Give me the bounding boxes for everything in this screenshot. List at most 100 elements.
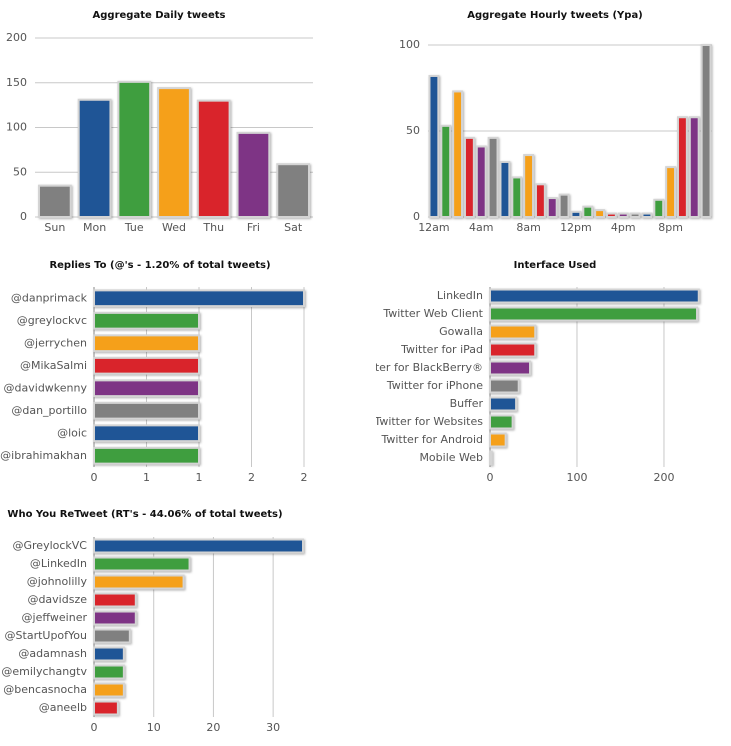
x-tick-label: 4pm [611, 221, 636, 234]
x-tick-label: 0 [91, 721, 98, 734]
bar [93, 356, 200, 375]
bar [676, 116, 688, 218]
bar [93, 424, 200, 443]
y-tick-label: 100 [399, 38, 420, 51]
x-tick-label: 12pm [560, 221, 592, 234]
y-tick-label: Gowalla [439, 325, 483, 338]
x-tick-label: Sun [44, 221, 65, 234]
bar [534, 183, 546, 219]
bar [93, 289, 305, 308]
bar [463, 136, 475, 219]
x-tick-label: Sat [284, 221, 303, 234]
x-tick-label: Thu [202, 221, 224, 234]
bar [489, 360, 532, 376]
y-tick-label: @GreylockVC [13, 539, 88, 552]
bar [475, 145, 487, 218]
bar [489, 414, 514, 430]
x-tick-label: Wed [162, 221, 186, 234]
bar [489, 324, 537, 340]
bar [489, 450, 493, 466]
y-tick-label: 50 [406, 124, 420, 137]
bar [93, 556, 191, 572]
y-tick-label: @davidwkenny [4, 381, 88, 394]
chart-title: Interface Used [514, 260, 597, 271]
x-tick-label: 8am [516, 221, 540, 234]
y-tick-label: 100 [6, 121, 27, 134]
bar [653, 198, 665, 219]
bar [499, 160, 511, 219]
bar [688, 116, 700, 218]
bar [93, 538, 304, 554]
y-tick-label: @danprimack [11, 291, 88, 304]
chart-title: Aggregate Hourly tweets (Ypa) [467, 10, 643, 21]
bar [489, 432, 507, 448]
x-tick-label: 1 [143, 471, 150, 484]
x-tick-label: Fri [247, 221, 260, 234]
y-tick-label: @greylockvc [17, 314, 87, 327]
y-tick-label: Twitter for Android [380, 433, 483, 446]
y-tick-label: 50 [13, 165, 27, 178]
bar [196, 99, 231, 218]
y-tick-label: @emilychangtv [1, 665, 87, 678]
y-tick-label: Twitter for iPad [400, 343, 483, 356]
y-tick-label: @ibrahimakhan [0, 449, 87, 462]
bar [700, 44, 712, 218]
bar [489, 306, 699, 322]
bar [489, 378, 520, 394]
y-tick-label: Twitter for BlackBerry® [353, 361, 483, 374]
x-tick-label: 100 [566, 471, 587, 484]
y-tick-label: @davidsze [27, 593, 87, 606]
bar [546, 197, 558, 219]
bar [93, 401, 200, 420]
y-tick-label: LinkedIn [437, 289, 483, 302]
x-tick-label: 12am [418, 221, 449, 234]
bar [157, 87, 191, 219]
x-tick-label: 200 [653, 471, 674, 484]
y-tick-label: 0 [20, 210, 27, 223]
bar [487, 136, 499, 219]
bar [93, 664, 125, 680]
x-tick-label: Mon [83, 221, 106, 234]
y-tick-label: @loic [57, 426, 87, 439]
bar [93, 446, 200, 465]
x-tick-label: Tue [124, 221, 144, 234]
bar [605, 212, 617, 218]
bar [558, 193, 570, 218]
x-tick-label: 1 [196, 471, 203, 484]
x-tick-label: 4am [469, 221, 493, 234]
y-tick-label: 200 [6, 31, 27, 44]
y-tick-label: Mobile Web [419, 451, 483, 464]
y-tick-label: @MikaSalmi [20, 359, 87, 372]
bar [93, 334, 200, 353]
bar [489, 342, 537, 358]
x-tick-label: 20 [206, 721, 220, 734]
bar [117, 80, 152, 219]
chart-title: Aggregate Daily tweets [93, 10, 226, 21]
x-tick-label: 0 [91, 471, 98, 484]
bar [93, 311, 200, 330]
y-tick-label: @adamnash [18, 647, 87, 660]
y-tick-label: @aneelb [39, 701, 87, 714]
bar [93, 646, 125, 662]
bar [665, 166, 677, 218]
bar [77, 98, 112, 218]
bar [93, 592, 137, 608]
x-tick-label: 2 [301, 471, 308, 484]
y-tick-label: @LinkedIn [30, 557, 87, 570]
bar [37, 184, 72, 219]
bar [440, 124, 452, 218]
y-tick-label: 150 [6, 76, 27, 89]
bar [93, 700, 119, 716]
x-tick-label: 10 [147, 721, 161, 734]
bar [523, 154, 535, 218]
bar [594, 209, 606, 218]
y-tick-label: Twitter for iPhone [386, 379, 483, 392]
x-tick-label: 2 [248, 471, 255, 484]
bar [489, 288, 700, 304]
bar [93, 379, 200, 398]
bar [570, 210, 582, 218]
x-tick-label: 30 [266, 721, 280, 734]
bar [93, 610, 137, 626]
y-tick-label: Twitter Web Client [382, 307, 483, 320]
